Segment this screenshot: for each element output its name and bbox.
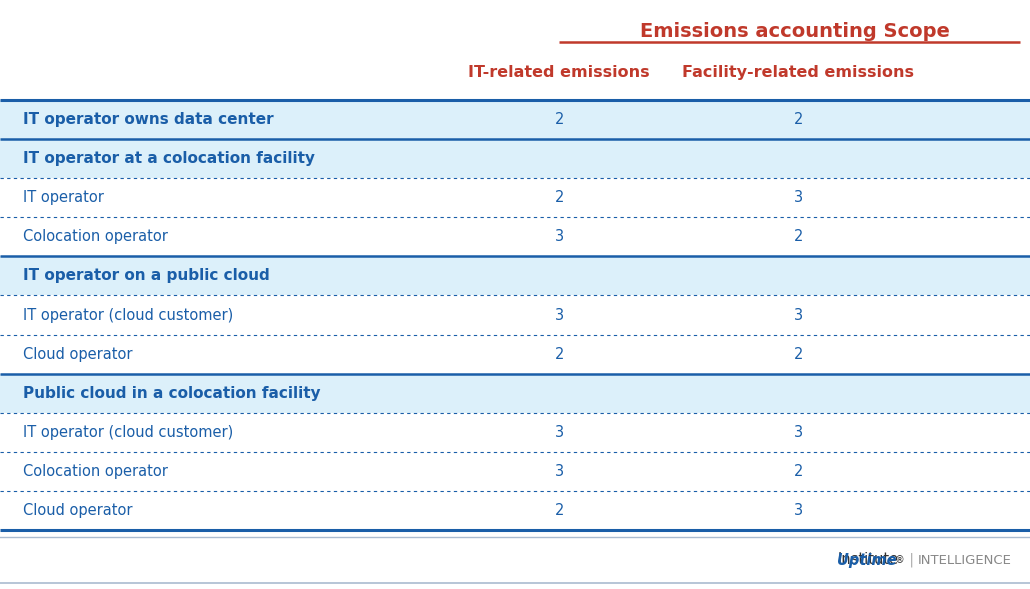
Bar xyxy=(0,139,1030,178)
Bar xyxy=(0,178,1030,217)
Text: IT operator on a public cloud: IT operator on a public cloud xyxy=(23,269,270,283)
Text: 2: 2 xyxy=(793,346,803,362)
Text: 3: 3 xyxy=(794,503,802,518)
Text: IT operator (cloud customer): IT operator (cloud customer) xyxy=(23,425,233,440)
Text: 2: 2 xyxy=(554,190,564,205)
Bar xyxy=(0,491,1030,530)
Text: IT operator at a colocation facility: IT operator at a colocation facility xyxy=(23,151,314,166)
Text: 3: 3 xyxy=(555,425,563,440)
Text: 2: 2 xyxy=(793,112,803,127)
Text: Uptime: Uptime xyxy=(837,552,897,567)
Bar xyxy=(0,373,1030,413)
Bar xyxy=(0,296,1030,335)
Text: INTELLIGENCE: INTELLIGENCE xyxy=(918,554,1012,567)
Text: 3: 3 xyxy=(555,307,563,323)
Bar xyxy=(0,217,1030,256)
Text: 2: 2 xyxy=(554,112,564,127)
Bar xyxy=(0,452,1030,491)
Text: 3: 3 xyxy=(555,464,563,479)
Text: 3: 3 xyxy=(794,190,802,205)
Text: 2: 2 xyxy=(793,229,803,244)
Text: Emissions accounting Scope: Emissions accounting Scope xyxy=(640,22,950,41)
Text: ®: ® xyxy=(894,555,904,565)
Text: 3: 3 xyxy=(555,229,563,244)
Bar xyxy=(0,335,1030,373)
Text: |: | xyxy=(905,552,919,567)
Text: IT-related emissions: IT-related emissions xyxy=(469,65,650,80)
Text: 2: 2 xyxy=(554,346,564,362)
Text: Cloud operator: Cloud operator xyxy=(23,503,132,518)
Text: IT operator (cloud customer): IT operator (cloud customer) xyxy=(23,307,233,323)
Text: Colocation operator: Colocation operator xyxy=(23,464,168,479)
Text: Facility-related emissions: Facility-related emissions xyxy=(682,65,915,80)
Bar xyxy=(0,256,1030,296)
Bar xyxy=(0,413,1030,452)
Text: Institute: Institute xyxy=(837,552,899,567)
Text: Cloud operator: Cloud operator xyxy=(23,346,132,362)
Text: 3: 3 xyxy=(794,425,802,440)
Text: Public cloud in a colocation facility: Public cloud in a colocation facility xyxy=(23,386,320,401)
Text: Colocation operator: Colocation operator xyxy=(23,229,168,244)
Text: IT operator: IT operator xyxy=(23,190,104,205)
Text: IT operator owns data center: IT operator owns data center xyxy=(23,112,273,127)
Text: 2: 2 xyxy=(793,464,803,479)
Text: 3: 3 xyxy=(794,307,802,323)
Text: 2: 2 xyxy=(554,503,564,518)
Bar xyxy=(0,100,1030,139)
